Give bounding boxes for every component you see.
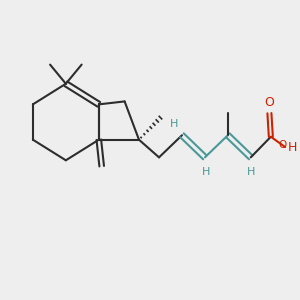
Text: O: O	[265, 96, 274, 109]
Text: H: H	[202, 167, 211, 177]
Text: H: H	[247, 167, 256, 177]
Text: H: H	[287, 141, 297, 154]
Text: H: H	[170, 119, 178, 129]
Text: O: O	[279, 140, 287, 150]
